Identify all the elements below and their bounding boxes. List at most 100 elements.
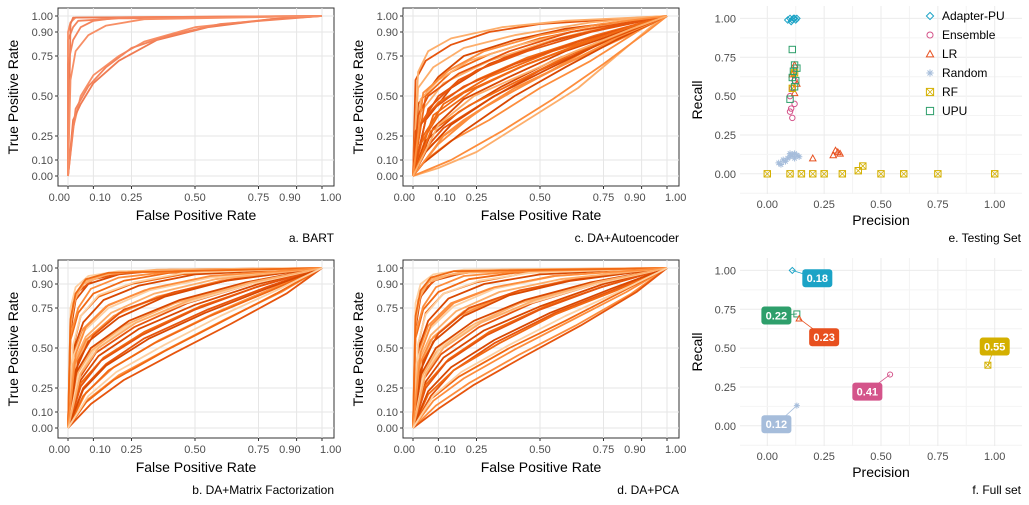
- x-tick-label: 1.00: [984, 451, 1005, 463]
- y-tick-label: 0.25: [715, 130, 736, 142]
- x-tick-label: 0.50: [870, 451, 891, 463]
- point-marker: [784, 155, 791, 162]
- y-tick-label: 0.50: [377, 343, 398, 355]
- roc-curve: [412, 15, 668, 177]
- x-tick-label: 0.00: [394, 444, 415, 456]
- legend-label: Ensemble: [942, 28, 996, 42]
- roc-panel-autoenc: 0.00 0.10 0.25 0.50 0.75 0.90 1.00 0.00 0.10 0.25…: [350, 7, 686, 245]
- point-marker: [790, 88, 799, 97]
- roc-curve: [412, 267, 668, 429]
- y-tick-label: 0.10: [32, 155, 53, 167]
- x-tick-label: 0.50: [184, 444, 205, 456]
- legend-label: Random: [942, 66, 987, 80]
- point-marker: [777, 161, 785, 168]
- value-badge-label: 0.55: [984, 342, 1005, 354]
- roc-curve: [412, 267, 668, 429]
- y-tick-label: 0.50: [715, 91, 736, 103]
- point-marker: [789, 67, 798, 75]
- point-marker: [786, 95, 794, 103]
- y-tick-label: 0.50: [377, 91, 398, 103]
- x-tick-label: 0.90: [624, 444, 645, 456]
- y-axis-label: True Positive Rate: [350, 39, 366, 154]
- y-tick-label: 0.75: [715, 304, 736, 316]
- point-marker: [791, 100, 798, 108]
- roc-curve: [412, 267, 668, 429]
- x-tick-label: 0.25: [466, 192, 487, 204]
- point-marker: [926, 88, 934, 96]
- y-tick-label: 0.00: [32, 423, 53, 435]
- point-marker: [780, 156, 787, 164]
- roc-curve: [412, 15, 668, 177]
- roc-curve: [412, 267, 668, 429]
- point-marker: [786, 108, 794, 115]
- roc-curve: [412, 15, 668, 177]
- value-badge: [761, 306, 792, 325]
- value-badge-label: 0.18: [807, 273, 828, 285]
- y-tick-label: 1.00: [377, 11, 398, 23]
- point-marker: [786, 170, 794, 178]
- roc-curve: [412, 15, 668, 177]
- y-tick-label: 0.25: [715, 382, 736, 394]
- roc-curve: [67, 267, 323, 429]
- roc-curve: [412, 267, 668, 429]
- point-marker: [809, 170, 817, 178]
- point-marker: [790, 69, 799, 77]
- roc-curve: [412, 267, 668, 429]
- point-marker: [793, 151, 801, 159]
- x-tick-label: 0.10: [434, 444, 455, 456]
- point-marker: [786, 150, 794, 157]
- point-marker: [793, 310, 801, 318]
- roc-curve: [67, 267, 323, 429]
- y-tick-label: 0.90: [32, 279, 53, 291]
- y-tick-label: 0.90: [32, 27, 53, 39]
- panel-caption: b. DA+Matrix Factorization: [192, 483, 334, 497]
- point-marker: [934, 170, 942, 178]
- scatter-panel-testing: 0.00 0.25 0.50 0.75 1.00 0.00 0.25 0.50 0.75 1.00…: [689, 6, 1022, 245]
- y-tick-label: 0.10: [377, 155, 398, 167]
- y-tick-label: 0.50: [32, 91, 53, 103]
- y-tick-label: 0.00: [377, 171, 398, 183]
- value-badge: [809, 328, 840, 347]
- panel-caption: d. DA+PCA: [617, 483, 679, 497]
- x-axis-label: False Positive Rate: [481, 207, 602, 223]
- x-tick-label: 1.00: [665, 192, 686, 204]
- point-marker: [786, 170, 794, 178]
- y-tick-label: 0.90: [377, 27, 398, 39]
- legend: Adapter-PU Ensemble LR Random RF UPU: [925, 9, 1005, 118]
- point-marker: [791, 16, 800, 24]
- point-marker: [925, 106, 935, 116]
- point-marker: [984, 361, 992, 369]
- point-marker: [820, 170, 828, 178]
- y-tick-label: 0.75: [377, 51, 398, 63]
- roc-curve: [412, 267, 668, 429]
- point-marker: [789, 151, 796, 159]
- value-badge: [761, 415, 792, 434]
- roc-curve: [67, 267, 323, 429]
- scatter-panel-full: 0.00 0.25 0.50 0.75 1.00 0.00 0.25 0.50 0.75 1.00…: [689, 258, 1022, 497]
- y-tick-label: 0.10: [32, 407, 53, 419]
- roc-curve: [67, 267, 323, 429]
- y-tick-label: 0.75: [32, 303, 53, 315]
- point-marker: [782, 158, 789, 165]
- roc-curve: [412, 267, 668, 429]
- roc-curve: [412, 267, 668, 429]
- roc-curve: [67, 267, 323, 429]
- point-marker: [775, 159, 782, 167]
- panel-caption: e. Testing Set: [949, 231, 1022, 245]
- value-badge: [979, 337, 1010, 356]
- x-tick-label: 0.25: [121, 444, 142, 456]
- point-marker: [788, 45, 797, 54]
- legend-label: UPU: [942, 104, 967, 118]
- roc-curve: [412, 15, 668, 177]
- x-axis-label: False Positive Rate: [481, 459, 602, 475]
- x-tick-label: 0.50: [184, 192, 205, 204]
- point-marker: [763, 170, 771, 178]
- y-tick-label: 0.25: [32, 383, 53, 395]
- panel-border: [57, 7, 335, 187]
- point-marker: [836, 149, 845, 157]
- roc-curve: [67, 267, 323, 429]
- roc-curve: [67, 267, 323, 429]
- point-marker: [925, 87, 935, 97]
- roc-panel-pca: 0.00 0.10 0.25 0.50 0.75 0.90 1.00 0.00 0.10 0.25…: [350, 259, 686, 497]
- roc-curve: [412, 15, 668, 177]
